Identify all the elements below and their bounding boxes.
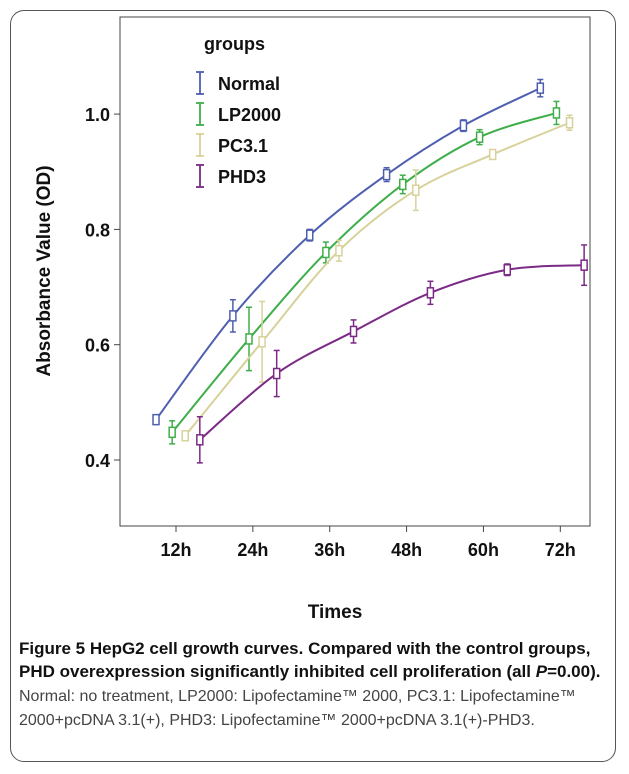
data-point xyxy=(459,119,468,132)
legend-item: Normal xyxy=(196,71,280,95)
series-phd3 xyxy=(196,244,588,464)
x-axis: 12h 24h 36h 48h 60h 72h xyxy=(160,526,576,560)
y-tick-label: 0.6 xyxy=(85,336,110,356)
data-point xyxy=(536,82,545,94)
data-point xyxy=(488,148,497,161)
x-tick-label: 72h xyxy=(545,540,576,560)
legend-item: PHD3 xyxy=(196,164,266,188)
figure-caption: Figure 5 HepG2 cell growth curves. Compa… xyxy=(19,637,611,732)
legend-title: groups xyxy=(204,34,265,54)
figure-frame xyxy=(10,10,616,762)
legend-label: PHD3 xyxy=(218,167,266,187)
caption-body: Normal: no treatment, LP2000: Lipofectam… xyxy=(19,688,576,729)
data-point xyxy=(245,333,253,345)
data-point xyxy=(398,178,407,191)
data-point xyxy=(335,244,343,257)
series-pc3-1 xyxy=(181,114,574,442)
data-point xyxy=(426,287,435,299)
y-tick-label: 0.4 xyxy=(85,451,110,471)
data-point xyxy=(168,426,176,439)
data-point xyxy=(229,310,237,322)
caption-lead: Figure 5 HepG2 cell growth curves. Compa… xyxy=(19,639,591,681)
y-axis: 0.4 0.6 0.8 1.0 xyxy=(85,105,120,471)
series-line-lp2000 xyxy=(171,111,557,433)
legend-label: PC3.1 xyxy=(218,136,268,156)
series-layer xyxy=(152,78,588,464)
data-point xyxy=(475,131,484,143)
series-line-pc3-1 xyxy=(184,121,570,437)
series-line-phd3 xyxy=(199,264,585,441)
series-lp2000 xyxy=(168,100,561,445)
data-point xyxy=(305,229,314,241)
data-point xyxy=(272,367,281,380)
x-axis-label: Times xyxy=(308,602,363,623)
caption-p-symbol: P xyxy=(535,662,548,681)
legend-label: Normal xyxy=(218,74,280,94)
x-tick-label: 36h xyxy=(314,540,345,560)
data-point xyxy=(552,107,561,119)
data-point xyxy=(565,116,574,129)
data-point xyxy=(322,246,330,259)
y-tick-label: 1.0 xyxy=(85,105,110,125)
legend-label: LP2000 xyxy=(218,105,281,125)
data-point xyxy=(349,325,358,338)
data-point xyxy=(503,264,512,276)
data-point xyxy=(382,168,391,181)
caption-p-value: =0.00). xyxy=(547,662,601,681)
growth-curve-chart: 0.4 0.6 0.8 1.0 12h 24h 36h 48h 60h 72h groups No… xyxy=(34,16,591,623)
series-normal xyxy=(152,78,545,426)
x-tick-label: 60h xyxy=(468,540,499,560)
legend-item: PC3.1 xyxy=(196,133,268,157)
data-point xyxy=(196,434,204,446)
data-point xyxy=(152,413,160,426)
plot-area xyxy=(119,16,591,527)
legend-item: LP2000 xyxy=(196,102,281,126)
legend: groups Normal LP2000 PC3.1 PHD3 xyxy=(196,34,281,188)
series-line-normal xyxy=(155,87,541,421)
x-tick-label: 12h xyxy=(160,540,191,560)
x-tick-label: 24h xyxy=(237,540,268,560)
data-point xyxy=(412,184,420,196)
x-tick-label: 48h xyxy=(391,540,422,560)
data-point xyxy=(258,336,266,348)
y-axis-label: Absorbance Value (OD) xyxy=(34,165,55,376)
data-point xyxy=(580,259,588,271)
y-tick-label: 0.8 xyxy=(85,220,110,240)
data-point xyxy=(181,430,189,442)
